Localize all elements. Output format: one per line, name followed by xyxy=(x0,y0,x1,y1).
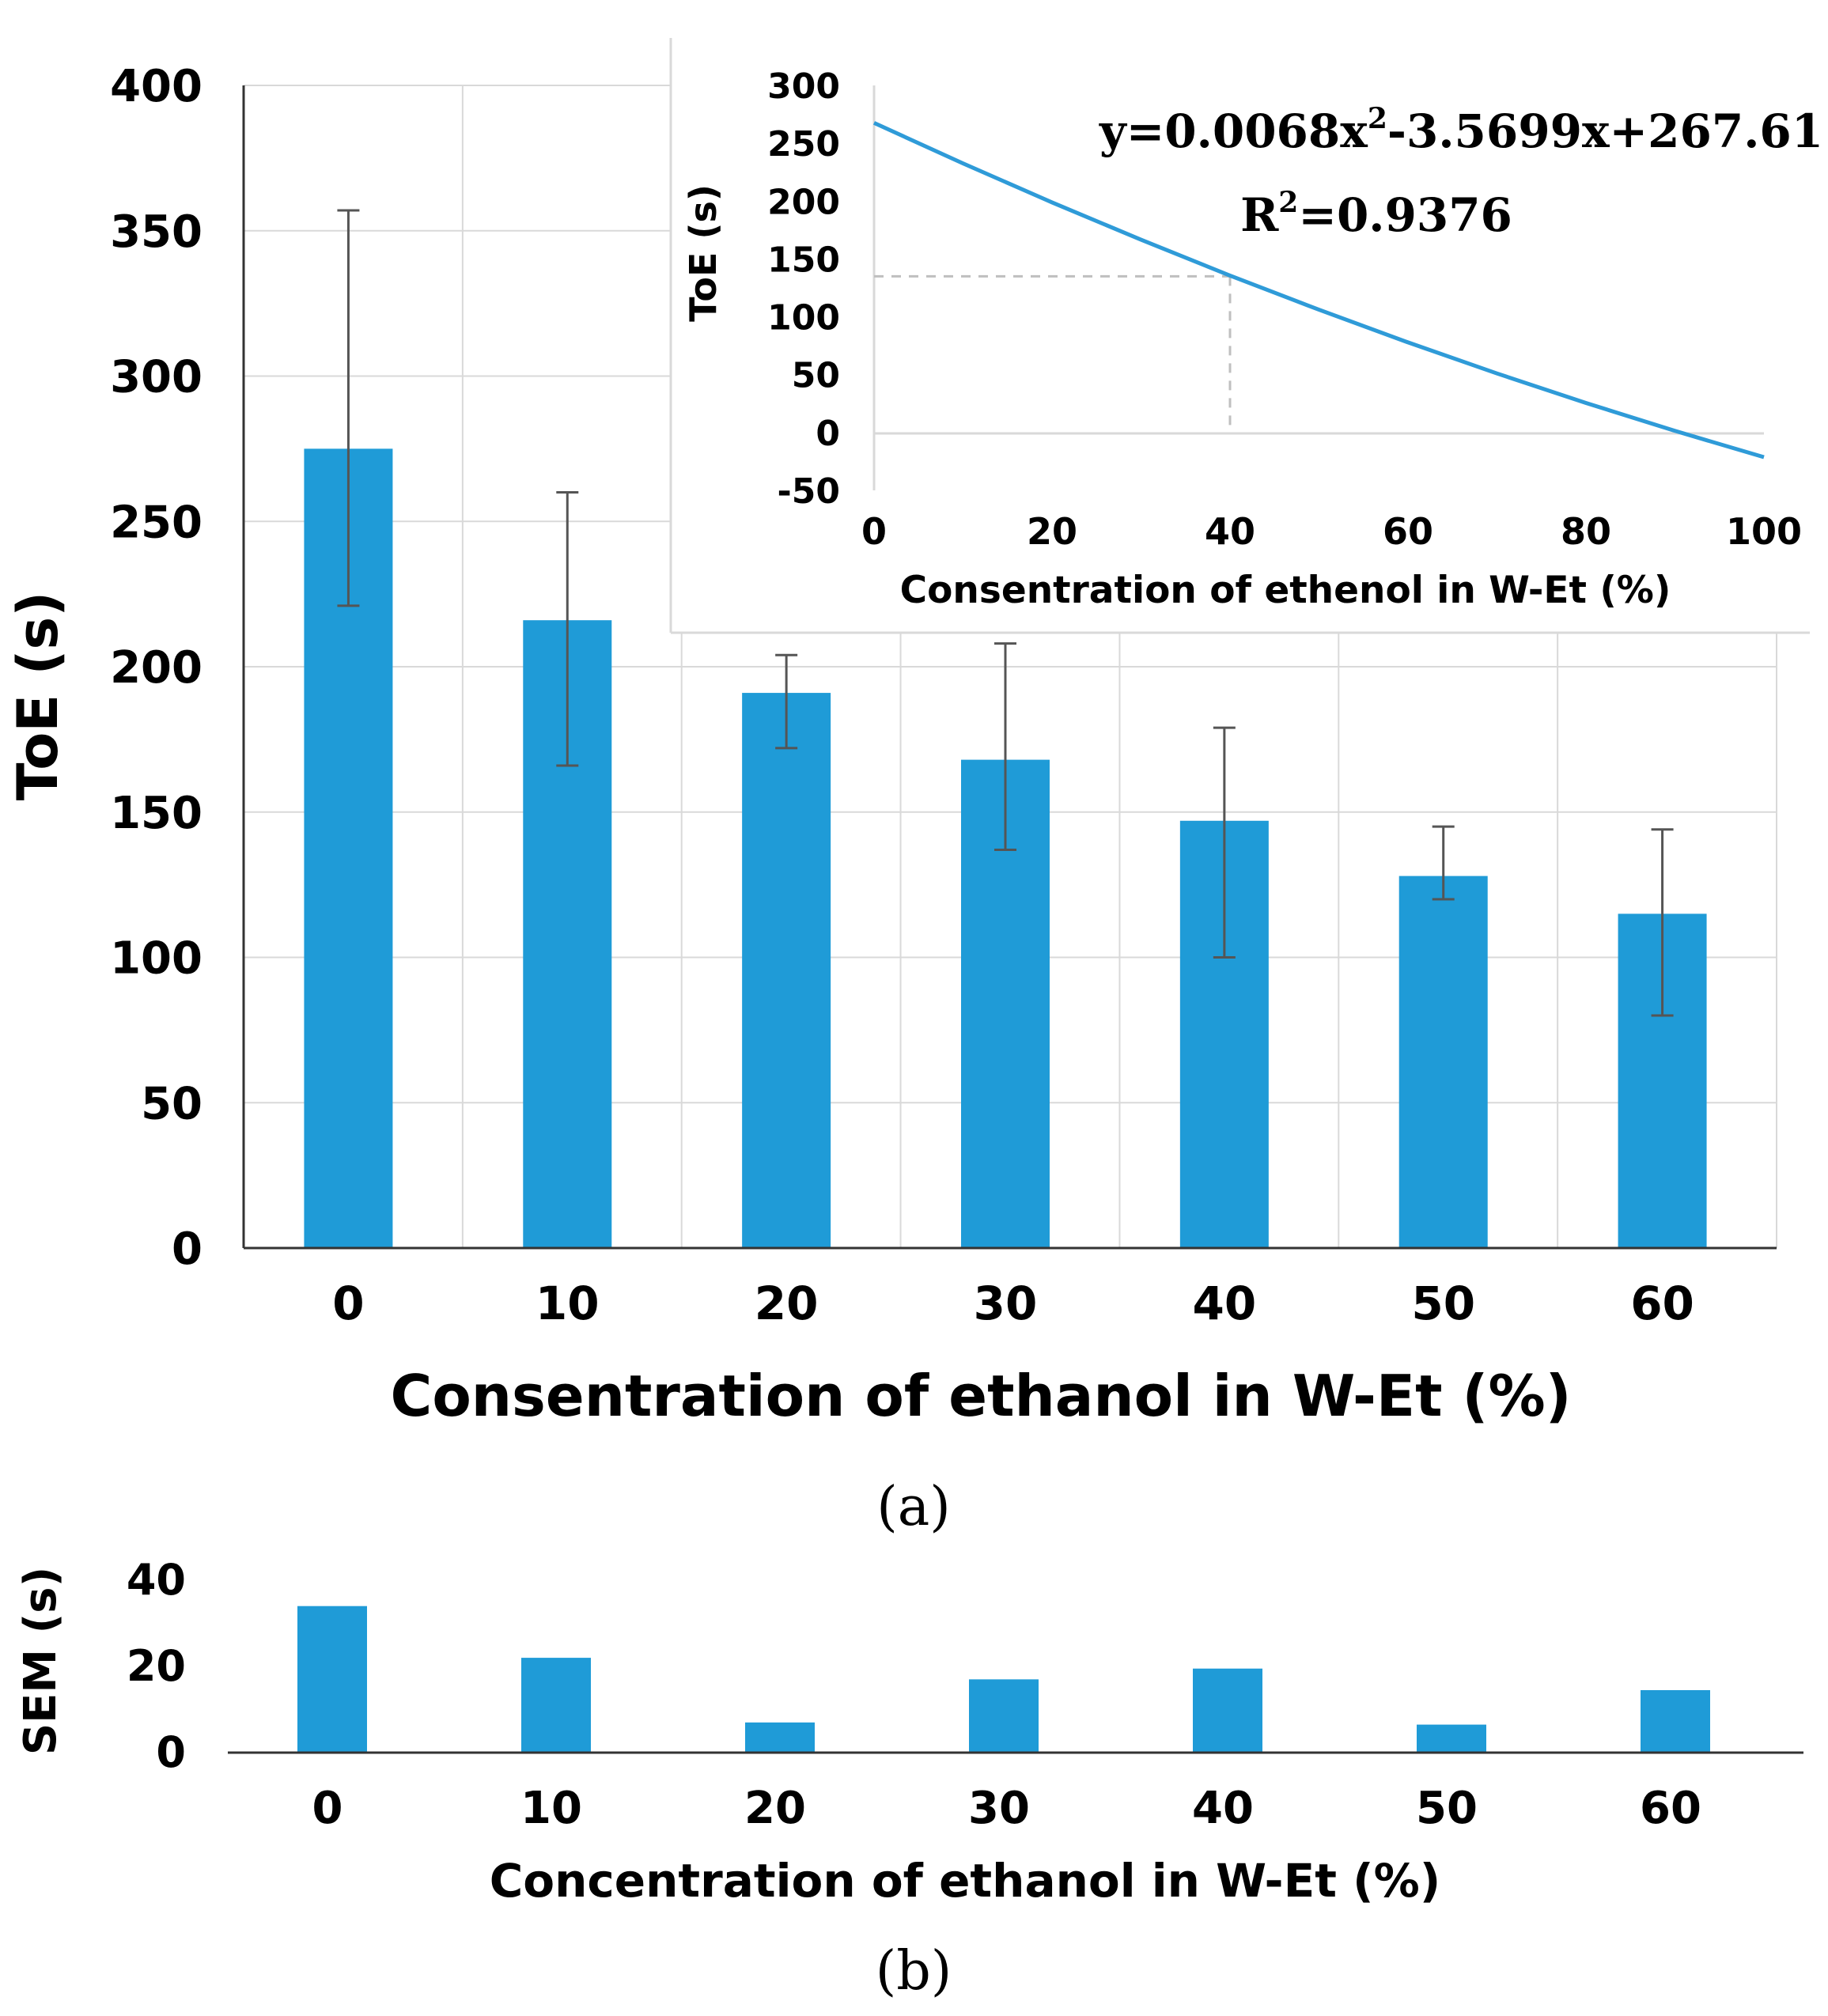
main-error-bars xyxy=(337,209,1674,1017)
sem-x-tick-40: 40 xyxy=(1192,1783,1254,1834)
main-x-tick-50: 50 xyxy=(1411,1277,1475,1330)
main-y-tick-labels: 0 50 100 150 200 250 300 350 400 xyxy=(110,61,202,1275)
inset-fit-curve xyxy=(872,121,1765,460)
inset-frame xyxy=(671,38,1810,633)
equation-main: y=0.0068x xyxy=(1099,104,1368,158)
r2-exponent: 2 xyxy=(1278,186,1298,219)
inset-x-tick-80: 80 xyxy=(1561,510,1611,553)
inset-y-tick-150: 150 xyxy=(767,240,840,280)
sem-y-tick-labels: 40 20 0 xyxy=(127,1555,186,1777)
inset-x-tick-labels: 0 20 40 60 80 100 xyxy=(861,510,1802,553)
main-y-tick-350: 350 xyxy=(110,206,202,258)
main-x-tick-40: 40 xyxy=(1192,1277,1256,1330)
sem-bar-20 xyxy=(745,1722,815,1753)
inset-y-tick--50: -50 xyxy=(778,471,841,512)
main-y-tick-0: 0 xyxy=(172,1224,202,1275)
main-x-tick-0: 0 xyxy=(332,1277,364,1330)
sem-y-tick-20: 20 xyxy=(127,1641,186,1691)
main-x-tick-30: 30 xyxy=(974,1277,1038,1330)
sem-bar-40 xyxy=(1193,1668,1262,1753)
main-bar-20 xyxy=(742,693,831,1248)
inset-x-tick-100: 100 xyxy=(1726,510,1802,553)
inset-equation: y=0.0068x2-3.5699x+267.61 xyxy=(1099,102,1823,158)
sem-bar-0 xyxy=(297,1606,367,1753)
main-y-tick-50: 50 xyxy=(141,1078,202,1129)
main-y-tick-250: 250 xyxy=(110,497,202,548)
inset-y-tick-50: 50 xyxy=(792,356,840,396)
panel-a-label: (a) xyxy=(876,1476,951,1538)
equation-exponent: 2 xyxy=(1368,102,1387,135)
main-y-tick-150: 150 xyxy=(110,788,202,839)
sem-bar-10 xyxy=(521,1658,591,1753)
sem-x-tick-30: 30 xyxy=(968,1783,1030,1834)
inset-y-tick-0: 0 xyxy=(816,414,840,454)
r2-symbol: R xyxy=(1240,188,1279,242)
main-y-tick-200: 200 xyxy=(110,642,202,694)
inset-chart: 300 250 200 150 100 50 0 -50 0 20 40 60 80 100 ToE (… xyxy=(669,38,1823,634)
sem-bar-30 xyxy=(969,1679,1039,1753)
main-x-tick-60: 60 xyxy=(1630,1277,1694,1330)
inset-y-tick-250: 250 xyxy=(767,124,840,165)
inset-y-axis-title: ToE (s) xyxy=(682,184,725,322)
main-x-axis-title: Consentration of ethanol in W-Et (%) xyxy=(390,1363,1571,1429)
inset-x-tick-40: 40 xyxy=(1205,510,1255,553)
main-x-tick-20: 20 xyxy=(755,1277,819,1330)
sem-x-tick-60: 60 xyxy=(1640,1783,1701,1834)
sem-x-tick-labels: 0 10 20 30 40 50 60 xyxy=(312,1783,1701,1834)
inset-guide-lines xyxy=(874,274,1232,433)
sem-bar-60 xyxy=(1641,1689,1710,1753)
sem-y-tick-40: 40 xyxy=(127,1555,186,1605)
inset-y-tick-100: 100 xyxy=(767,298,840,339)
sem-x-tick-20: 20 xyxy=(744,1783,806,1834)
main-bar-50 xyxy=(1398,876,1488,1248)
sem-bars xyxy=(297,1606,1710,1753)
equation-rest: -3.5699x+267.61 xyxy=(1387,104,1823,158)
main-y-axis-title: ToE (s) xyxy=(6,592,70,800)
sem-x-tick-10: 10 xyxy=(520,1783,582,1834)
main-y-tick-400: 400 xyxy=(110,61,202,112)
sem-y-tick-0: 0 xyxy=(156,1727,186,1777)
sem-bar-50 xyxy=(1417,1724,1486,1753)
inset-y-tick-200: 200 xyxy=(767,182,840,222)
sem-bar-chart: 40 20 0 0 10 20 30 40 50 60 SEM (s) Concentratio… xyxy=(15,1555,1803,2003)
sem-x-tick-0: 0 xyxy=(312,1783,343,1834)
inset-y-tick-labels: 300 250 200 150 100 50 0 -50 xyxy=(767,66,840,512)
r2-value: =0.9376 xyxy=(1298,188,1512,242)
inset-x-axis-title: Consentration of ethenol in W-Et (%) xyxy=(900,569,1671,612)
sem-y-axis-title: SEM (s) xyxy=(15,1567,66,1755)
inset-r-squared: R2=0.9376 xyxy=(1240,186,1512,242)
main-x-tick-labels: 0 10 20 30 40 50 60 xyxy=(332,1277,1694,1330)
inset-x-tick-60: 60 xyxy=(1383,510,1433,553)
main-y-tick-300: 300 xyxy=(110,352,202,403)
inset-x-tick-20: 20 xyxy=(1027,510,1077,553)
sem-x-axis-title: Concentration of ethanol in W-Et (%) xyxy=(490,1854,1441,1908)
main-bars xyxy=(304,448,1707,1248)
main-y-tick-100: 100 xyxy=(110,933,202,985)
panel-b-label: (b) xyxy=(876,1940,952,2003)
sem-x-tick-50: 50 xyxy=(1416,1783,1478,1834)
inset-x-tick-0: 0 xyxy=(861,510,887,553)
main-x-tick-10: 10 xyxy=(536,1277,600,1330)
inset-y-tick-300: 300 xyxy=(767,66,840,107)
